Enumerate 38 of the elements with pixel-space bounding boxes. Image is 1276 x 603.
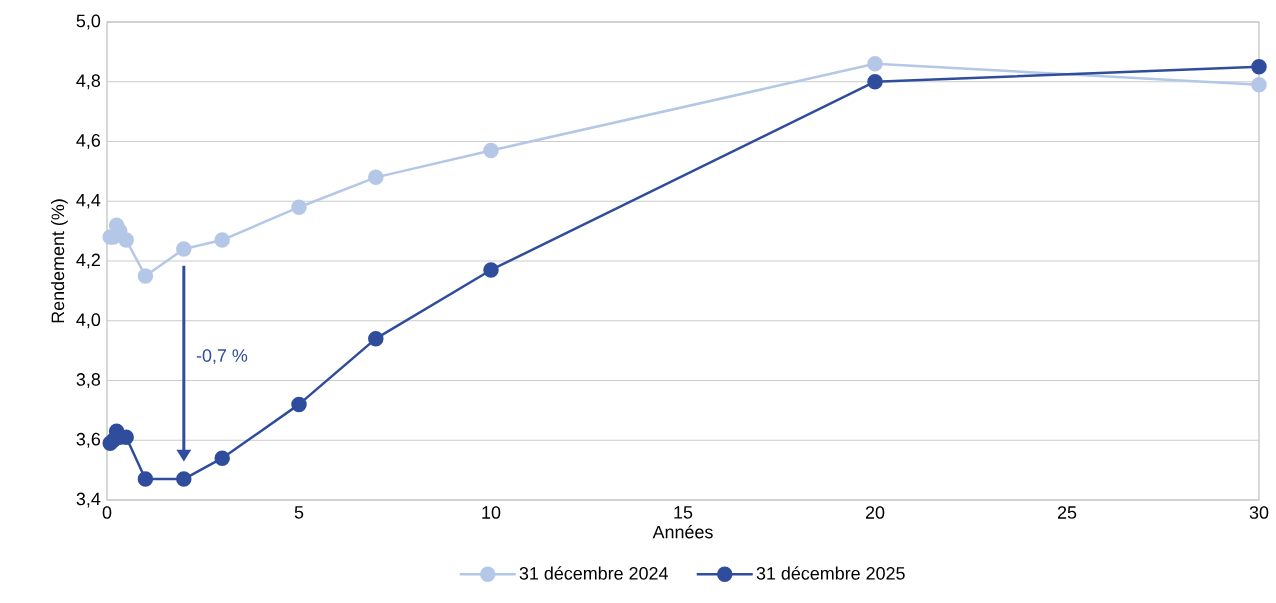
point [368, 169, 384, 186]
point [137, 268, 154, 284]
legend-label: 31 décembre 2024 [519, 566, 668, 580]
point [483, 262, 499, 278]
point [291, 396, 307, 413]
point [1251, 76, 1267, 93]
x-tick-label: 20 [865, 506, 885, 519]
y-tick-label: 4,4 [76, 193, 101, 209]
x-tick-label: 25 [1057, 506, 1077, 519]
point [176, 471, 192, 487]
point [867, 56, 883, 72]
x-tick-label: 0 [102, 506, 112, 519]
point [118, 232, 134, 248]
y-tick-label: 3,8 [76, 373, 101, 388]
point [1251, 59, 1267, 75]
point [368, 330, 384, 347]
y-tick-label: 3,6 [76, 432, 101, 448]
legend-label: 31 décembre 2025 [756, 566, 905, 580]
point [176, 241, 192, 257]
x-tick-label: 10 [482, 506, 501, 519]
y-tick-label: 4,0 [76, 313, 101, 329]
point [483, 142, 499, 159]
x-tick-label: 15 [674, 506, 693, 519]
point [867, 74, 883, 90]
point [291, 199, 307, 215]
annotation: -0,7 % [196, 349, 248, 365]
y-axis-title: Rendement (%) [51, 199, 68, 323]
point [214, 450, 230, 466]
x-tick-label: 30 [1249, 506, 1269, 519]
y-tick-label: 4,2 [76, 253, 100, 269]
x-tick-label: 5 [294, 506, 304, 519]
point [214, 232, 230, 248]
y-tick-label: 5,0 [76, 14, 101, 30]
point [137, 471, 154, 487]
y-tick-label: 4,8 [76, 74, 101, 90]
y-tick-label: 4,6 [76, 134, 101, 149]
x-axis-title: Années [652, 525, 713, 539]
y-tick-label: 3,4 [76, 492, 101, 508]
